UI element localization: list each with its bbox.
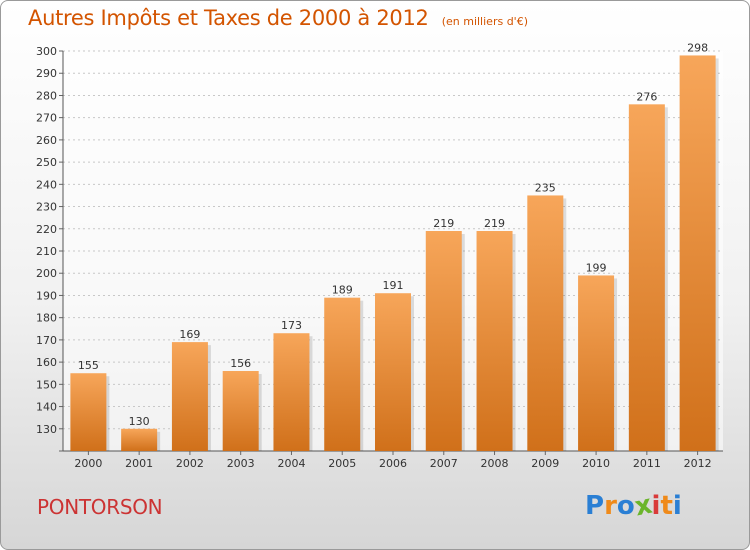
x-tick-label: 2010 [582, 457, 610, 470]
title-block: Autres Impôts et Taxes de 2000 à 2012 (e… [28, 6, 528, 30]
y-tick-label: 290 [36, 67, 57, 80]
y-tick-label: 200 [36, 267, 57, 280]
x-tick-label: 2002 [176, 457, 204, 470]
y-tick-label: 240 [36, 178, 57, 191]
chart-title: Autres Impôts et Taxes de 2000 à 2012 [28, 6, 429, 30]
data-label: 219 [433, 217, 454, 230]
y-tick-label: 230 [36, 201, 57, 214]
data-label: 199 [586, 261, 607, 274]
x-tick-label: 2012 [684, 457, 712, 470]
x-tick-label: 2005 [328, 457, 356, 470]
x-tick-label: 2001 [125, 457, 153, 470]
proxiti-logo: Proxiti [585, 490, 682, 523]
y-tick-label: 180 [36, 312, 57, 325]
y-tick-label: 150 [36, 378, 57, 391]
data-label: 276 [636, 90, 657, 103]
logo-letter: r [604, 491, 617, 521]
y-tick-label: 250 [36, 156, 57, 169]
data-label: 156 [230, 357, 251, 370]
x-tick-label: 2003 [227, 457, 255, 470]
x-tick-label: 2009 [531, 457, 559, 470]
y-tick-label: 280 [36, 89, 57, 102]
x-tick-label: 2004 [277, 457, 305, 470]
y-tick-label: 220 [36, 223, 57, 236]
y-tick-label: 130 [36, 423, 57, 436]
data-label: 191 [383, 279, 404, 292]
y-tick-label: 260 [36, 134, 57, 147]
bar [578, 275, 615, 451]
bar [679, 55, 716, 451]
bar [628, 104, 665, 451]
data-label: 298 [687, 41, 708, 54]
bar [527, 195, 564, 451]
y-tick-label: 140 [36, 401, 57, 414]
logo-letter: P [585, 491, 605, 521]
data-label: 219 [484, 217, 505, 230]
x-tick-label: 2011 [633, 457, 661, 470]
bar [121, 428, 158, 451]
data-label: 155 [78, 359, 99, 372]
y-tick-label: 300 [36, 45, 57, 58]
logo-letter: i [651, 491, 661, 521]
bar [70, 373, 107, 451]
bar [171, 342, 208, 451]
y-tick-label: 160 [36, 356, 57, 369]
bar [273, 333, 310, 451]
logo-letter: t [660, 491, 673, 521]
bar [375, 293, 411, 451]
y-tick-label: 210 [36, 245, 57, 258]
bar [324, 297, 361, 451]
bar [425, 231, 462, 451]
data-label: 169 [179, 328, 200, 341]
bar [222, 371, 259, 451]
y-tick-label: 170 [36, 334, 57, 347]
x-tick-label: 2000 [74, 457, 102, 470]
logo-letter: i [672, 491, 682, 521]
bar [476, 231, 513, 451]
data-label: 173 [281, 319, 302, 332]
chart-unit: (en milliers d'€) [441, 15, 528, 28]
x-tick-label: 2006 [379, 457, 407, 470]
y-tick-label: 270 [36, 112, 57, 125]
data-label: 235 [535, 181, 556, 194]
y-tick-label: 190 [36, 289, 57, 302]
city-name: PONTORSON [37, 495, 163, 519]
x-tick-label: 2007 [430, 457, 458, 470]
data-label: 130 [129, 415, 150, 428]
data-label: 189 [332, 284, 353, 297]
logo-letter: o [616, 491, 635, 521]
x-tick-label: 2008 [481, 457, 509, 470]
